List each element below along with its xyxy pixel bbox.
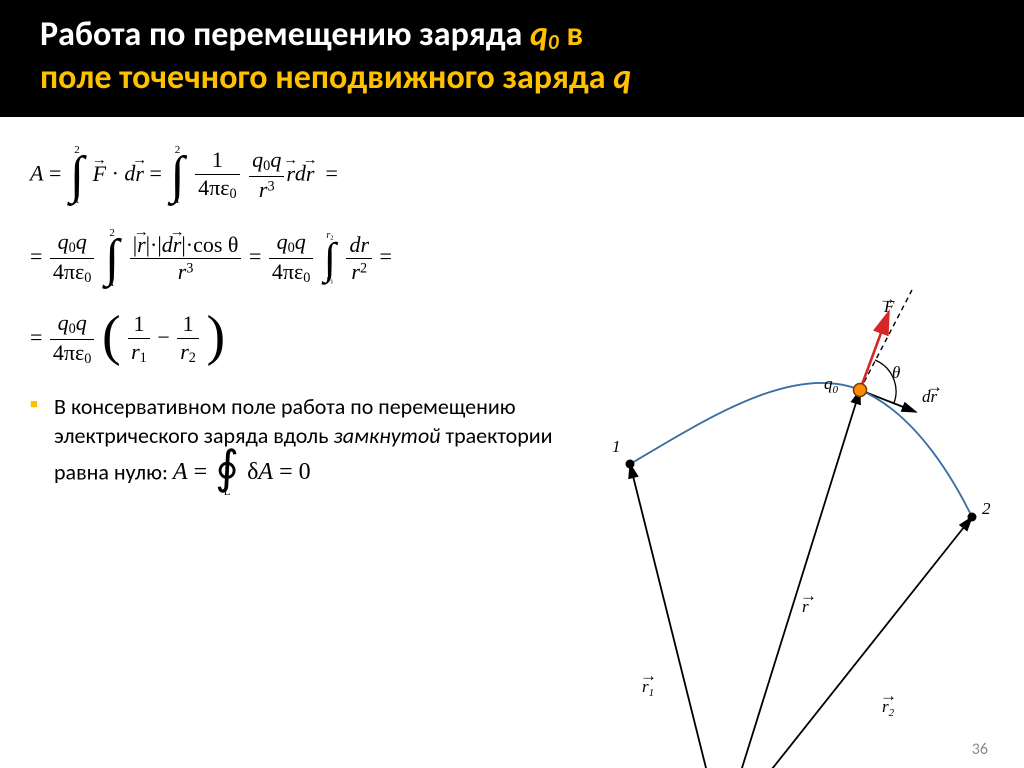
vec-r3: r bbox=[306, 162, 315, 186]
vector-diagram: F → q0 θ dr → 1 2 r → r1 → r2 → er → q bbox=[592, 277, 1002, 768]
label-point-1: 1 bbox=[612, 437, 621, 456]
equation-block: A = 2 ∫ 1 F · dr = 2 ∫ 1 1 4πε0 bbox=[30, 145, 550, 368]
page-number: 36 bbox=[972, 740, 988, 759]
frac-q0q-4pie0-c: q0q 4πε0 bbox=[50, 311, 95, 368]
bullet-text: В консервативном поле работа по перемеще… bbox=[30, 392, 574, 498]
vector-F bbox=[860, 314, 888, 390]
label-q0: q0 bbox=[824, 374, 839, 396]
frac-dr-r2: dr r2 bbox=[346, 233, 372, 284]
equation-line-2: = q0q 4πε0 2 ∫ 1 |r|·|dr|·cos θ r3 = q0q bbox=[30, 228, 550, 289]
vec-r: r bbox=[135, 162, 144, 186]
integral-symbol: ∫ bbox=[70, 156, 84, 195]
label-point-2: 2 bbox=[982, 499, 991, 518]
slide-body: A = 2 ∫ 1 F · dr = 2 ∫ 1 1 4πε0 bbox=[0, 117, 1024, 768]
integral-3: 2 ∫ 1 bbox=[105, 228, 119, 289]
label-F-arrow: → bbox=[879, 289, 896, 308]
vec-r2: r bbox=[286, 162, 295, 186]
title-q0-sym: q bbox=[530, 14, 548, 55]
frac-q0q-r3: q0q r3 bbox=[249, 148, 284, 202]
title-line1-prefix: Работа по перемещению заряда bbox=[40, 14, 530, 55]
integral-symbol: ∫ bbox=[105, 239, 119, 278]
vector-r2 bbox=[722, 517, 972, 768]
trajectory-curve bbox=[630, 383, 972, 517]
vec-F: F bbox=[93, 162, 106, 186]
integral-2: 2 ∫ 1 bbox=[170, 145, 184, 206]
frac-1-r2: 1 r2 bbox=[177, 312, 199, 366]
equation-line-3: = q0q 4πε0 ( 1 r1 − 1 r2 ) bbox=[30, 311, 550, 368]
label-r-arrow: → bbox=[800, 586, 817, 605]
title-q-sym: q bbox=[613, 57, 631, 98]
eq1-lhs: A bbox=[30, 161, 43, 186]
vector-r bbox=[722, 390, 860, 768]
closed-loop-eq: A = ∮ L δA = 0 bbox=[173, 459, 311, 485]
label-r1-arrow: → bbox=[640, 666, 657, 685]
integral-symbol: ∫ bbox=[324, 242, 336, 275]
charge-q0-dot bbox=[854, 384, 867, 397]
label-dr-arrow: → bbox=[926, 377, 943, 396]
vector-r1 bbox=[630, 464, 722, 768]
title-line1-suffix: в bbox=[559, 14, 584, 55]
title-bar: Работа по перемещению заряда q0 в поле т… bbox=[0, 0, 1024, 117]
integral-symbol: ∫ bbox=[170, 156, 184, 195]
frac-1-r1: 1 r1 bbox=[128, 312, 150, 366]
closed-loop-integral: ∮ L bbox=[215, 450, 239, 498]
frac-q0q-4pie0: q0q 4πε0 bbox=[50, 230, 95, 287]
cl-rhs: 0 bbox=[299, 459, 311, 485]
cl-lhs: A bbox=[173, 459, 188, 485]
title-q: q bbox=[613, 57, 631, 98]
integral-1: 2 ∫ 1 bbox=[70, 145, 84, 206]
title-line2-prefix: поле точечного неподвижного заряда bbox=[40, 57, 613, 98]
equation-line-1: A = 2 ∫ 1 F · dr = 2 ∫ 1 1 4πε0 bbox=[30, 145, 550, 206]
point-1-dot bbox=[626, 460, 635, 469]
diagram-svg: F → q0 θ dr → 1 2 r → r1 → r2 → er → q bbox=[592, 277, 1002, 768]
point-2-dot bbox=[968, 513, 977, 522]
frac-q0q-4pie0-b: q0q 4πε0 bbox=[269, 230, 314, 287]
label-r2-arrow: → bbox=[880, 686, 897, 705]
title-q0-sub: 0 bbox=[548, 29, 559, 55]
slide-container: Работа по перемещению заряда q0 в поле т… bbox=[0, 0, 1024, 768]
label-theta: θ bbox=[892, 363, 900, 382]
title-q0: q0 bbox=[530, 14, 559, 55]
integral-4: r2 ∫ r1 bbox=[324, 231, 336, 286]
frac-1-4pie0: 1 4πε0 bbox=[195, 148, 240, 202]
bullet-italic: замкнутой bbox=[333, 422, 440, 449]
frac-abs: |r|·|dr|·cos θ r3 bbox=[130, 233, 242, 284]
